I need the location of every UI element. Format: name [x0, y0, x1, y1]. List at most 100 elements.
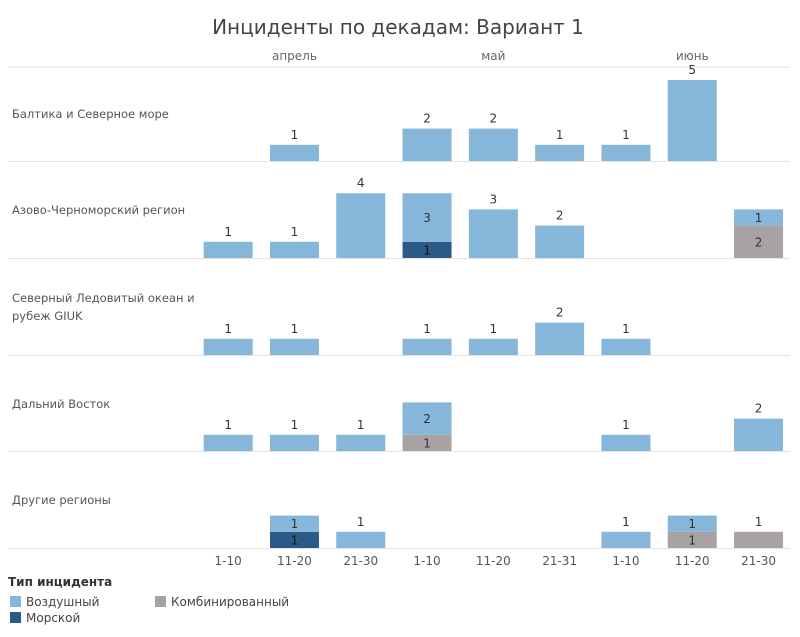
region-label: Балтика и Северное море: [12, 107, 169, 121]
data-label: 4: [357, 176, 365, 190]
data-label: 1: [490, 322, 498, 336]
data-label: 1: [291, 517, 299, 531]
data-label: 1: [755, 515, 763, 529]
data-label: 1: [224, 418, 232, 432]
bar-segment-combined: [734, 225, 784, 258]
x-tick-label: 21-30: [343, 554, 378, 568]
bar-segment-air: [601, 338, 651, 355]
x-tick-label: 21-31: [542, 554, 577, 568]
legend-swatch: [10, 596, 21, 607]
bar-segment-combined: [734, 531, 784, 548]
legend-swatch: [155, 596, 166, 607]
data-label: 3: [490, 192, 498, 206]
bar-segment-air: [203, 434, 253, 451]
data-label: 2: [755, 235, 763, 249]
data-label: 1: [622, 515, 630, 529]
bar-segment-air: [269, 515, 319, 532]
legend: Тип инцидента Воздушный Морской Комбинирова…: [8, 575, 289, 625]
bar-segment-air: [535, 322, 585, 355]
data-label: 1: [357, 515, 365, 529]
bar-segment-air: [468, 128, 518, 161]
data-label: 1: [291, 225, 299, 239]
bar-segment-air: [402, 193, 452, 242]
month-label: май: [481, 49, 505, 63]
data-label: 2: [556, 209, 564, 223]
month-label: апрель: [272, 49, 317, 63]
data-label: 5: [688, 63, 696, 77]
bar-segment-air: [601, 531, 651, 548]
bar-segment-air: [734, 209, 784, 226]
data-label: 1: [224, 322, 232, 336]
legend-item-sea: Морской: [10, 611, 80, 625]
bar-segment-air: [601, 434, 651, 451]
data-label: 1: [291, 533, 299, 547]
legend-item-combined: Комбинированный: [155, 595, 289, 609]
bar-segment-air: [269, 434, 319, 451]
data-label: 2: [423, 412, 431, 426]
bar-segment-air: [336, 193, 386, 258]
data-label: 2: [490, 112, 498, 126]
x-tick-label: 11-20: [675, 554, 710, 568]
data-label: 1: [291, 418, 299, 432]
legend-label: Комбинированный: [171, 595, 289, 609]
data-label: 1: [224, 225, 232, 239]
region-label: Дальний Восток: [12, 397, 110, 411]
bar-segment-combined: [402, 434, 452, 451]
legend-label: Морской: [26, 611, 80, 625]
bar-segment-air: [402, 128, 452, 161]
region-label: Северный Ледовитый океан и рубеж GIUK: [12, 291, 195, 323]
bar-segment-air: [203, 241, 253, 258]
data-label: 1: [357, 418, 365, 432]
legend-title: Тип инцидента: [8, 575, 112, 589]
data-label: 1: [423, 322, 431, 336]
data-label: 1: [622, 128, 630, 142]
region-label: Азово-Черноморский регион: [12, 203, 185, 217]
x-tick-label: 11-20: [277, 554, 312, 568]
bar-segment-combined: [667, 531, 717, 548]
bar-segment-sea: [402, 241, 452, 258]
region-panels: Балтика и Северное море 1 2 2 1 1 5 Азово-Черно…: [8, 63, 790, 549]
bar-segment-air: [336, 531, 386, 548]
bar-segment-air: [734, 418, 784, 451]
data-label: 2: [556, 306, 564, 320]
data-label: 1: [622, 322, 630, 336]
data-label: 2: [423, 112, 431, 126]
region-panel: Другие регионы 1 1 1 1 1 1 1: [8, 493, 790, 549]
bar-segment-air: [468, 209, 518, 258]
region-panel: Балтика и Северное море 1 2 2 1 1 5: [8, 63, 790, 162]
bar-segment-air: [336, 434, 386, 451]
data-label: 1: [622, 418, 630, 432]
region-panel: Азово-Черноморский регион 1 1 4 1 3 3 2 2 1: [8, 176, 790, 259]
bar-segment-air: [269, 241, 319, 258]
bar-segment-air: [667, 515, 717, 532]
legend-swatch: [10, 612, 21, 623]
month-label: июнь: [676, 49, 709, 63]
bar-segment-air: [667, 80, 717, 161]
bar-segment-air: [535, 225, 585, 258]
data-label: 1: [291, 322, 299, 336]
region-panel: Дальний Восток 1 1 1 1 2 1 2: [8, 397, 790, 452]
region-label: Другие регионы: [12, 493, 111, 507]
data-label: 1: [423, 436, 431, 450]
x-tick-label: 1-10: [413, 554, 440, 568]
data-label: 2: [755, 402, 763, 416]
data-label: 1: [291, 128, 299, 142]
x-tick-label: 1-10: [612, 554, 639, 568]
x-tick-label: 21-30: [741, 554, 776, 568]
month-headers: апрель май июнь: [8, 49, 790, 68]
data-label: 1: [423, 243, 431, 257]
data-label: 1: [688, 517, 696, 531]
data-label: 1: [755, 211, 763, 225]
bar-segment-air: [535, 144, 585, 161]
bar-segment-air: [402, 338, 452, 355]
bar-segment-air: [402, 402, 452, 435]
legend-label: Воздушный: [26, 595, 99, 609]
bar-segment-air: [468, 338, 518, 355]
data-label: 3: [423, 211, 431, 225]
x-tick-label: 11-20: [476, 554, 511, 568]
bar-segment-air: [203, 338, 253, 355]
region-panel: Северный Ледовитый океан и рубеж GIUK 1 1 1 1…: [8, 291, 790, 356]
bar-segment-air: [269, 338, 319, 355]
data-label: 1: [688, 533, 696, 547]
